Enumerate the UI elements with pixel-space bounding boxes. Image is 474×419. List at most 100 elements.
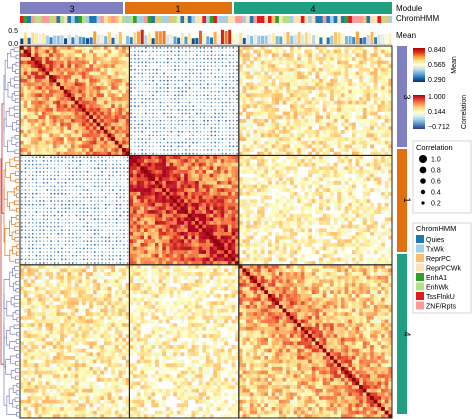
heatmap-cell: [180, 162, 185, 167]
heatmap-dot: [221, 98, 224, 100]
heatmap-cell: [249, 199, 254, 204]
heatmap-cell: [388, 75, 393, 80]
heatmap-cell: [30, 97, 35, 101]
heatmap-cell: [300, 104, 305, 109]
heatmap-dot: [217, 149, 220, 151]
heatmap-dot: [218, 50, 220, 53]
heatmap-cell: [213, 184, 218, 189]
heatmap-cell: [351, 97, 356, 101]
heatmap-cell: [337, 180, 342, 185]
heatmap-dot: [240, 116, 241, 118]
heatmap-cell: [63, 53, 68, 58]
heatmap-dot: [364, 156, 365, 158]
heatmap-cell: [351, 82, 356, 87]
heatmap-dot: [50, 192, 52, 195]
heatmap-cell: [78, 93, 83, 98]
heatmap-cell: [71, 108, 75, 112]
heatmap-cell: [381, 78, 385, 83]
heatmap-cell: [246, 115, 251, 120]
heatmap-cell: [311, 144, 316, 149]
heatmap-cell: [340, 137, 345, 142]
heatmap-dot: [199, 76, 202, 78]
heatmap-cell: [286, 137, 291, 142]
heatmap-dot: [137, 112, 140, 115]
heatmap-cell: [85, 56, 90, 61]
heatmap-dot: [207, 50, 209, 53]
heatmap-dot: [192, 72, 195, 75]
heatmap-dot: [232, 152, 234, 155]
heatmap-dot: [280, 105, 282, 107]
heatmap-cell: [56, 67, 61, 72]
heatmap-dot: [203, 101, 205, 104]
heatmap-cell: [249, 89, 254, 94]
heatmap-dot: [199, 50, 202, 53]
heatmap-cell: [114, 89, 119, 94]
heatmap-dot: [24, 182, 27, 184]
heatmap-cell: [118, 71, 123, 76]
heatmap-cell: [38, 115, 43, 120]
heatmap-cell: [89, 78, 94, 83]
heatmap-cell: [330, 82, 334, 87]
heatmap-dot: [331, 178, 333, 180]
heatmap-dot: [50, 174, 52, 177]
heatmap-dot: [192, 105, 195, 108]
heatmap-cell: [125, 126, 130, 131]
heatmap-dot: [145, 131, 147, 133]
heatmap-cell: [271, 166, 276, 171]
heatmap-dot: [280, 51, 282, 52]
heatmap-cell: [253, 49, 258, 54]
heatmap-dot: [115, 211, 118, 213]
heatmap-cell: [74, 71, 79, 76]
heatmap-cell: [388, 140, 393, 145]
heatmap-cell: [206, 206, 210, 211]
heatmap-cell: [249, 86, 254, 91]
heatmap-cell: [242, 144, 247, 149]
heatmap-dot: [64, 200, 67, 202]
heatmap-dot: [313, 178, 314, 180]
heatmap-dot: [61, 174, 63, 177]
heatmap-cell: [377, 100, 382, 105]
heatmap-cell: [373, 82, 378, 87]
heatmap-cell: [242, 53, 247, 58]
heatmap-dot: [258, 149, 260, 151]
heatmap-dot: [232, 145, 235, 148]
heatmap-cell: [122, 56, 127, 61]
heatmap-dot: [145, 54, 147, 56]
heatmap-cell: [45, 93, 50, 98]
heatmap-cell: [209, 199, 214, 204]
heatmap-dot: [280, 207, 282, 209]
heatmap-dot: [24, 192, 27, 195]
heatmap-dot: [217, 98, 220, 100]
heatmap-dot: [115, 167, 118, 169]
heatmap-cell: [264, 89, 269, 94]
heatmap-cell: [213, 170, 218, 174]
heatmap-cell: [202, 159, 207, 163]
heatmap-cell: [286, 199, 291, 204]
heatmap-dot: [31, 196, 34, 199]
heatmap-cell: [362, 133, 367, 138]
heatmap-dot: [72, 207, 74, 209]
heatmap-dot: [64, 207, 67, 210]
heatmap-dot: [82, 189, 85, 191]
heatmap-cell: [359, 53, 364, 58]
heatmap-cell: [297, 162, 302, 167]
heatmap-cell: [74, 78, 79, 83]
heatmap-dot: [53, 185, 56, 188]
mean-bar: [330, 35, 334, 44]
heatmap-dot: [196, 127, 198, 129]
heatmap-dot: [79, 200, 81, 202]
heatmap-dot: [94, 200, 96, 202]
heatmap-cell: [122, 53, 127, 58]
heatmap-cell: [330, 111, 334, 116]
heatmap-cell: [344, 64, 349, 69]
heatmap-cell: [330, 129, 334, 134]
heatmap-cell: [370, 159, 375, 163]
heatmap-dot: [342, 164, 344, 165]
heatmap-cell: [260, 78, 265, 83]
heatmap-cell: [162, 202, 167, 207]
heatmap-dot: [305, 149, 307, 151]
heatmap-cell: [366, 71, 371, 76]
heatmap-dot: [214, 47, 216, 49]
heatmap-cell: [286, 148, 291, 153]
heatmap-dot: [57, 160, 60, 162]
